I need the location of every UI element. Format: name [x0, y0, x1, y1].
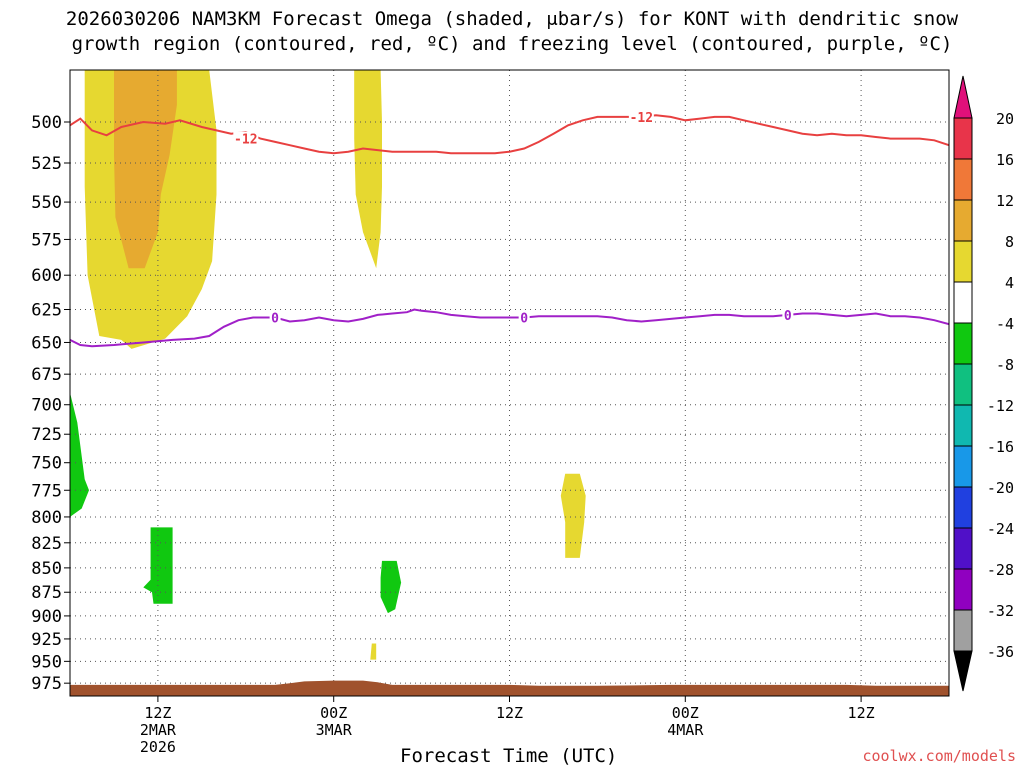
- y-tick-label: 550: [31, 193, 62, 213]
- y-tick-label: 500: [31, 113, 62, 133]
- omega-region-4: [370, 643, 377, 660]
- y-tick-label: 700: [31, 396, 62, 416]
- chart-title-line1: 2026030206 NAM3KM Forecast Omega (shaded…: [65, 8, 959, 30]
- x-tick-label: 2MAR: [140, 721, 177, 739]
- y-tick-label: 775: [31, 481, 62, 501]
- colorbar-label: -28: [987, 561, 1014, 579]
- watermark: coolwx.com/models: [862, 747, 1016, 765]
- y-tick-label: 650: [31, 333, 62, 353]
- colorbar-bottom-triangle: [953, 650, 973, 692]
- colorbar-swatch: [953, 445, 973, 488]
- y-tick-label: 825: [31, 534, 62, 554]
- colorbar-label: 12: [996, 192, 1014, 210]
- omega-region-2: [354, 70, 382, 269]
- y-tick-label: 875: [31, 583, 62, 603]
- y-tick-label: 675: [31, 365, 62, 385]
- y-tick-label: 525: [31, 154, 62, 174]
- contour-label: -12: [630, 111, 653, 126]
- contour-label: 0: [520, 312, 528, 327]
- colorbar-swatch: [953, 240, 973, 283]
- contour-label-bg: [628, 109, 654, 124]
- terrain-fill: [70, 680, 949, 696]
- colorbar-label: -32: [987, 602, 1014, 620]
- contour-label-bg: [269, 310, 281, 325]
- y-tick-label: 975: [31, 674, 62, 694]
- x-tick-label: 12Z: [144, 704, 171, 722]
- colorbar-label: 8: [1005, 233, 1014, 251]
- colorbar-label: -4: [996, 315, 1014, 333]
- colorbar-label: -24: [987, 520, 1014, 538]
- colorbar-swatch: [953, 363, 973, 406]
- colorbar-label: 4: [1005, 274, 1014, 292]
- y-tick-label: 900: [31, 607, 62, 627]
- omega-region-3: [560, 473, 586, 558]
- x-tick-label: 3MAR: [316, 721, 353, 739]
- x-tick-label: 00Z: [320, 704, 347, 722]
- contour-label: 0: [784, 309, 792, 324]
- colorbar-top-triangle: [953, 75, 973, 119]
- omega-region-5: [70, 392, 89, 517]
- y-tick-label: 725: [31, 425, 62, 445]
- terrain: [70, 680, 949, 696]
- colorbar-label: 16: [996, 151, 1014, 169]
- colorbar-swatch: [953, 158, 973, 201]
- contour-label: -12: [234, 133, 257, 148]
- colorbar-swatch: [953, 527, 973, 570]
- x-tick-label: 12Z: [496, 704, 523, 722]
- omega-region-1: [114, 70, 177, 269]
- y-tick-label: 800: [31, 508, 62, 528]
- y-tick-label: 850: [31, 559, 62, 579]
- x-tick-label: 00Z: [672, 704, 699, 722]
- colorbar-swatch: [953, 404, 973, 447]
- omega-shading: [70, 70, 586, 660]
- colorbar-swatch: [953, 199, 973, 242]
- colorbar-label: -20: [987, 479, 1014, 497]
- y-tick-label: 950: [31, 652, 62, 672]
- contours: -12 -12 0 0 0: [70, 109, 949, 348]
- colorbar-swatch: [953, 568, 973, 611]
- colorbar-swatch: [953, 609, 973, 652]
- colorbar-swatch: [953, 486, 973, 529]
- colorbar-swatch: [953, 281, 973, 324]
- chart-title-line2: growth region (contoured, red, ºC) and f…: [71, 33, 953, 55]
- contour-label-bg: [518, 310, 530, 325]
- colorbar-label: -8: [996, 356, 1014, 374]
- colorbar-label: -36: [987, 643, 1014, 661]
- colorbar: 20 16 12 8 4 -4 -8 -12 -16 -20 -24 -28 -32 -36: [953, 75, 1014, 692]
- x-axis-label: Forecast Time (UTC): [400, 745, 618, 767]
- contour-label-bg: [782, 307, 794, 322]
- x-tick-label: 2026: [140, 738, 176, 756]
- colorbar-swatch: [953, 117, 973, 160]
- x-tick-label: 12Z: [848, 704, 875, 722]
- colorbar-label: 20: [996, 110, 1014, 128]
- y-axis-ticks: 500 525 550 575 600 625 650 675 700 725 750 775 800 8…: [31, 113, 70, 694]
- x-tick-label: 4MAR: [667, 721, 704, 739]
- contour-line-1: [70, 308, 949, 348]
- y-tick-label: 925: [31, 630, 62, 650]
- y-tick-label: 575: [31, 230, 62, 250]
- contour-line-0: [70, 114, 949, 155]
- y-tick-label: 600: [31, 266, 62, 286]
- y-tick-label: 750: [31, 454, 62, 474]
- y-tick-label: 625: [31, 301, 62, 321]
- contour-label-bg: [233, 131, 259, 146]
- colorbar-label: -16: [987, 438, 1014, 456]
- colorbar-label: -12: [987, 397, 1014, 415]
- contour-label: 0: [271, 312, 279, 327]
- colorbar-swatch: [953, 322, 973, 365]
- omega-region-7: [380, 560, 402, 614]
